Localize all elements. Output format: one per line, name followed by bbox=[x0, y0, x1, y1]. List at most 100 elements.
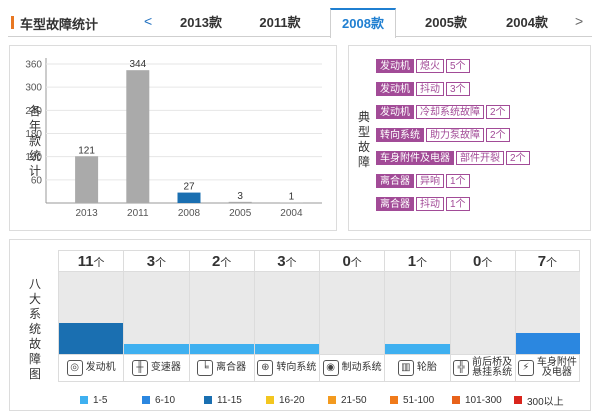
severity-legend: 1-5 6-10 11-15 16-20 21-50 51-100 101-300 300以上 bbox=[80, 393, 580, 408]
fault-detail-tag: 抖动 bbox=[416, 197, 444, 211]
system-column-3[interactable]: 3个 ⊕ 转向系统 bbox=[253, 250, 319, 382]
chart-data-label-2005: 3 bbox=[237, 191, 243, 202]
typical-fault-row[interactable]: 转向系统 助力泵故障 2个 bbox=[376, 128, 512, 142]
legend-swatch bbox=[514, 396, 522, 404]
system-name-cell: ⚡ 车身附件 及电器 bbox=[514, 354, 580, 382]
header-accent-bar bbox=[11, 16, 14, 29]
system-fault-count: 1个 bbox=[384, 250, 450, 272]
system-fault-level-area bbox=[253, 272, 319, 354]
system-fault-count: 0个 bbox=[319, 250, 385, 272]
fault-category-tag: 转向系统 bbox=[376, 128, 424, 142]
system-fault-level-area bbox=[123, 272, 189, 354]
chart-y-tick-label: 240 bbox=[25, 106, 42, 117]
fault-count-number: 3 bbox=[146, 253, 156, 270]
axle-icon: ╬ bbox=[453, 360, 470, 376]
tab-2011[interactable]: 2011款 bbox=[259, 15, 301, 30]
fault-count-unit: 个 bbox=[416, 257, 428, 269]
legend-swatch bbox=[80, 396, 88, 404]
legend-label: 300以上 bbox=[527, 396, 564, 408]
fault-count-unit: 个 bbox=[546, 257, 558, 269]
legend-item: 6-10 bbox=[142, 393, 175, 407]
fault-count-number: 0 bbox=[342, 253, 351, 270]
fault-category-tag: 发动机 bbox=[376, 105, 414, 119]
legend-item: 51-100 bbox=[390, 393, 434, 407]
tab-2005[interactable]: 2005款 bbox=[425, 15, 467, 30]
system-name-label: 轮胎 bbox=[416, 362, 437, 373]
system-fault-level-bar bbox=[385, 344, 450, 354]
system-name-label: 变速器 bbox=[150, 362, 181, 373]
fault-count-tag: 3个 bbox=[446, 82, 470, 96]
fault-count-tag: 1个 bbox=[446, 197, 470, 211]
year-stats-chart-panel: 各年款统计 60 120 180 240 300 360 121 2013 344 2011 27 2… bbox=[9, 45, 337, 231]
system-column-5[interactable]: 1个 ▥ 轮胎 bbox=[384, 250, 450, 382]
system-fault-level-bar bbox=[124, 344, 189, 354]
tab-2013[interactable]: 2013款 bbox=[180, 15, 222, 30]
system-name-cell: ◉ 制动系统 bbox=[319, 354, 385, 382]
typical-fault-row[interactable]: 离合器 抖动 1个 bbox=[376, 197, 472, 211]
system-column-6[interactable]: 0个 ╬ 前后桥及 悬挂系统 bbox=[449, 250, 515, 382]
system-fault-level-area bbox=[188, 272, 254, 354]
tab-2008[interactable]: 2008款 bbox=[330, 8, 396, 38]
typical-faults-label: 典型故障 bbox=[357, 110, 370, 169]
legend-item: 21-50 bbox=[328, 393, 367, 407]
system-fault-level-bar bbox=[254, 344, 319, 354]
legend-swatch bbox=[390, 396, 398, 404]
system-column-2[interactable]: 2个 ╘ 离合器 bbox=[188, 250, 254, 382]
fault-category-tag: 离合器 bbox=[376, 174, 414, 188]
fault-count-tag: 2个 bbox=[486, 105, 510, 119]
chart-data-label-2011: 344 bbox=[129, 59, 146, 70]
chart-y-tick-label: 180 bbox=[25, 129, 42, 140]
chart-bar-2013 bbox=[75, 156, 99, 203]
legend-label: 16-20 bbox=[279, 394, 305, 406]
system-fault-count: 0个 bbox=[449, 250, 515, 272]
system-column-1[interactable]: 3个 ╫ 变速器 bbox=[123, 250, 189, 382]
fault-count-number: 0 bbox=[472, 253, 482, 270]
clutch-pedal-icon: ╘ bbox=[197, 360, 214, 376]
system-name-cell: ╫ 变速器 bbox=[123, 354, 189, 382]
next-year-arrow-icon[interactable]: > bbox=[575, 13, 584, 29]
system-column-4[interactable]: 0个 ◉ 制动系统 bbox=[319, 250, 385, 382]
system-fault-count: 2个 bbox=[188, 250, 254, 272]
system-column-0[interactable]: 11个 ◎ 发动机 bbox=[58, 250, 124, 382]
chart-bar-2011 bbox=[126, 70, 150, 203]
system-name-label: 前后桥及 悬挂系统 bbox=[472, 357, 513, 378]
prev-year-arrow-icon[interactable]: < bbox=[144, 13, 153, 29]
chart-data-label-2008: 27 bbox=[183, 182, 195, 193]
car-body-icon: ⚡ bbox=[517, 360, 534, 376]
typical-fault-row[interactable]: 车身附件及电器 部件开裂 2个 bbox=[376, 151, 532, 165]
legend-item: 1-5 bbox=[80, 393, 107, 407]
fault-count-unit: 个 bbox=[155, 257, 167, 269]
systems-fault-grid: 11个 ◎ 发动机 3个 ╫ 变速器 2个 ╘ 离合器 3个 ⊕ 转向系统 0个 ◉ 制动系统 1个 ▥ 轮胎 0个… bbox=[58, 250, 580, 382]
fault-count-tag: 2个 bbox=[486, 128, 510, 142]
fault-category-tag: 发动机 bbox=[376, 82, 414, 96]
fault-count-tag: 1个 bbox=[446, 174, 470, 188]
legend-label: 21-50 bbox=[341, 394, 367, 406]
legend-label: 51-100 bbox=[403, 394, 435, 406]
fault-count-unit: 个 bbox=[220, 257, 232, 269]
typical-fault-row[interactable]: 发动机 抖动 3个 bbox=[376, 82, 472, 96]
chart-data-label-2004: 1 bbox=[289, 192, 295, 203]
legend-swatch bbox=[142, 396, 150, 404]
tire-icon: ▥ bbox=[397, 360, 414, 376]
legend-label: 101-300 bbox=[465, 394, 502, 406]
brake-disc-icon: ◉ bbox=[322, 360, 339, 376]
system-fault-level-area bbox=[58, 272, 124, 354]
legend-swatch bbox=[452, 396, 460, 404]
fault-category-tag: 车身附件及电器 bbox=[376, 151, 454, 165]
gearbox-icon: ╫ bbox=[131, 360, 148, 376]
legend-label: 6-10 bbox=[155, 394, 176, 406]
typical-fault-row[interactable]: 发动机 冷却系统故障 2个 bbox=[376, 105, 512, 119]
fault-count-number: 7 bbox=[537, 253, 547, 270]
fault-count-unit: 个 bbox=[93, 257, 105, 269]
tab-2004[interactable]: 2004款 bbox=[506, 15, 548, 30]
typical-fault-row[interactable]: 离合器 异响 1个 bbox=[376, 174, 472, 188]
chart-y-tick-label: 360 bbox=[25, 60, 42, 71]
typical-fault-row[interactable]: 发动机 熄火 5个 bbox=[376, 59, 472, 73]
system-fault-count: 3个 bbox=[123, 250, 189, 272]
system-name-cell: ╘ 离合器 bbox=[188, 354, 254, 382]
fault-count-unit: 个 bbox=[350, 257, 362, 269]
system-name-cell: ╬ 前后桥及 悬挂系统 bbox=[449, 354, 515, 382]
system-column-7[interactable]: 7个 ⚡ 车身附件 及电器 bbox=[514, 250, 580, 382]
chart-x-tick-label-2013: 2013 bbox=[75, 208, 98, 219]
legend-item: 11-15 bbox=[204, 393, 242, 407]
